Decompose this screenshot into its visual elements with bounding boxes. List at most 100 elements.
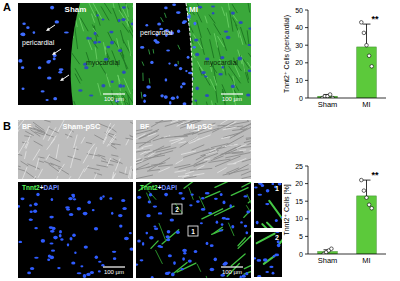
nucleus: [182, 249, 187, 252]
fibre: [182, 33, 187, 45]
fibre: [207, 102, 212, 105]
nucleus: [231, 11, 235, 14]
inset-bg: [253, 231, 283, 278]
nucleus: [193, 46, 196, 48]
nucleus: [179, 192, 183, 194]
fibre: [18, 130, 19, 140]
nucleus: [41, 239, 45, 243]
nucleus: [92, 209, 95, 211]
fibre: [199, 197, 204, 209]
nucleus: [204, 76, 208, 78]
fibre: [215, 103, 221, 105]
inset-box: [172, 204, 182, 214]
fibre: [55, 176, 57, 179]
label: 1: [191, 228, 195, 235]
nucleus: [220, 193, 223, 196]
nucleus: [246, 211, 250, 214]
inset: 1: [253, 182, 283, 229]
nucleus: [34, 203, 38, 206]
nucleus: [266, 189, 270, 193]
fibre: [107, 125, 115, 135]
nucleus: [231, 85, 235, 89]
fibre: [246, 135, 251, 139]
fibre: [175, 170, 186, 172]
fibre: [26, 143, 28, 149]
fibre: [96, 12, 100, 26]
y-tick: [305, 45, 308, 46]
nucleus: [179, 77, 182, 79]
image-bg: [18, 120, 133, 179]
nucleus: [59, 230, 62, 233]
label: 1: [275, 185, 279, 192]
nucleus: [51, 250, 55, 252]
nucleus: [216, 221, 219, 224]
nucleus: [184, 41, 187, 45]
fibre: [248, 53, 251, 63]
fibre: [193, 174, 204, 176]
fibre: [22, 168, 27, 180]
fibre: [226, 13, 229, 27]
fibre: [178, 45, 180, 49]
label: Sham-pSC: [63, 122, 102, 131]
fibre: [107, 134, 115, 146]
nucleus: [171, 96, 175, 100]
fibre: [153, 136, 169, 141]
image-bg: [136, 182, 251, 278]
nucleus: [242, 275, 246, 278]
fibre: [34, 141, 42, 146]
fibre: [26, 131, 34, 135]
nucleus: [98, 261, 101, 263]
fibre: [156, 250, 163, 263]
nucleus: [47, 77, 52, 80]
figure: ABShampericardialmyocardial100 µmMIperic…: [0, 0, 400, 281]
fibre: [98, 155, 105, 157]
fibre: [182, 61, 183, 69]
fibre: [19, 120, 22, 122]
fibre: [250, 149, 251, 151]
inset: 2: [253, 231, 283, 278]
fibre: [136, 161, 142, 163]
fibre: [136, 163, 149, 173]
nucleus: [67, 243, 69, 246]
fibre: [47, 139, 55, 149]
fluorescence: Tnnt2+DAPI100 µm12: [136, 182, 251, 278]
nucleus: [174, 64, 177, 67]
nucleus: [33, 209, 37, 213]
fibre: [234, 16, 238, 21]
fibre: [125, 167, 126, 173]
nucleus: [100, 197, 103, 201]
fibre: [81, 137, 84, 143]
nucleus: [149, 193, 152, 197]
nucleus: [210, 244, 214, 247]
fibre: [183, 175, 188, 177]
nucleus: [77, 272, 82, 274]
fibre: [214, 24, 221, 35]
label: 0: [299, 95, 303, 102]
fibre: [151, 241, 158, 249]
nucleus: [165, 272, 170, 275]
fibre: [79, 18, 83, 31]
fibre: [227, 122, 236, 127]
nucleus: [102, 195, 104, 198]
fibre: [204, 159, 210, 160]
nucleus: [158, 212, 162, 214]
stain: DAPI: [162, 184, 178, 191]
nucleus: [182, 82, 186, 85]
fibre: [214, 227, 223, 233]
nucleus: [181, 197, 185, 200]
fibre: [101, 161, 107, 163]
nucleus: [50, 6, 54, 10]
nucleus: [265, 271, 269, 273]
nucleus: [21, 66, 24, 69]
fibre: [175, 164, 190, 167]
fibre: [95, 135, 105, 140]
arrow-head: [60, 77, 64, 81]
fibre: [234, 122, 249, 125]
nucleus: [53, 97, 57, 100]
nucleus: [137, 240, 141, 243]
fibre: [128, 41, 131, 56]
nucleus: [73, 198, 77, 200]
fibre: [247, 120, 251, 121]
nucleus: [96, 14, 99, 16]
fibre: [177, 17, 183, 26]
